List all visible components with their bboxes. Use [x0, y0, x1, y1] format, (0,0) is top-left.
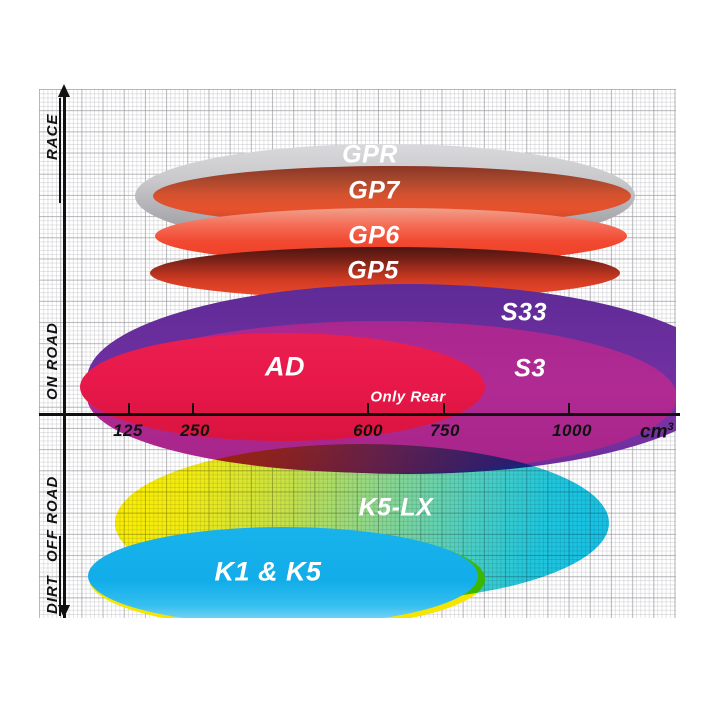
- label-s33: S33: [501, 298, 547, 327]
- unit-text: cm: [640, 421, 668, 443]
- x-tick-600: [367, 403, 370, 416]
- x-tick-750: [443, 403, 446, 416]
- plot-area: [39, 89, 676, 618]
- label-only-rear: Only Rear: [370, 388, 446, 406]
- region-ad: [80, 333, 485, 441]
- x-tick-1000: [568, 403, 571, 416]
- y-axis-line: [63, 92, 66, 618]
- y-band-rule-race: [59, 98, 61, 203]
- label-k1k5: K1 & K5: [214, 556, 322, 587]
- x-axis-line: [39, 413, 680, 416]
- x-tick-label-750: 750: [430, 421, 460, 440]
- x-tick-250: [192, 403, 195, 416]
- label-gp6: GP6: [348, 221, 400, 250]
- region-k1k5: [88, 527, 478, 618]
- label-gp5: GP5: [347, 256, 399, 285]
- y-axis-down-arrow-icon: [58, 605, 70, 618]
- x-tick-label-250: 250: [180, 421, 210, 440]
- label-gpr: GPR: [342, 140, 398, 169]
- unit-superscript: 3: [667, 421, 674, 433]
- x-axis-unit-label: cm3: [640, 421, 674, 443]
- x-tick-125: [128, 403, 131, 416]
- x-tick-label-125: 125: [113, 421, 143, 440]
- x-tick-label-1000: 1000: [552, 421, 592, 440]
- label-s3: S3: [514, 354, 546, 383]
- y-band-label-on-road: ON ROAD: [44, 322, 61, 400]
- y-band-rule-dirt: [59, 536, 61, 616]
- label-gp7: GP7: [348, 176, 400, 205]
- x-tick-label-600: 600: [353, 421, 383, 440]
- y-axis-up-arrow-icon: [58, 84, 70, 97]
- label-k5lx: K5-LX: [358, 493, 434, 522]
- label-ad: AD: [265, 351, 305, 382]
